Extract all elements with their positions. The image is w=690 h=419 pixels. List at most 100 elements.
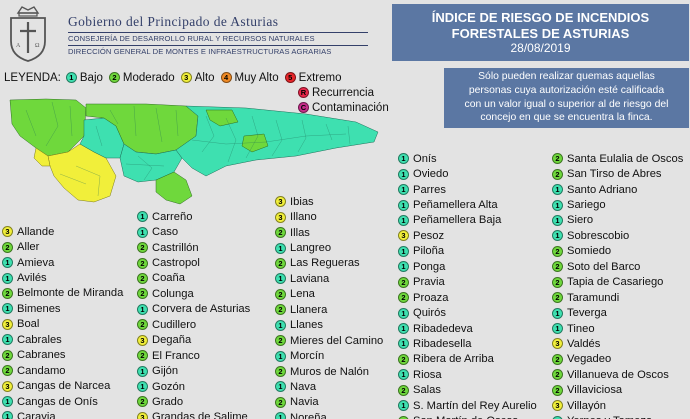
risk-level-dot-icon: 2 (398, 292, 409, 304)
risk-level-dot-icon: 1 (552, 199, 563, 211)
legend-item-label: Muy Alto (234, 71, 279, 84)
municipality-row: 2 Castropol (137, 255, 250, 270)
risk-level-dot-icon: 1 (137, 381, 148, 393)
risk-level-dot-icon: 2 (275, 257, 286, 269)
municipality-name: Avilés (17, 272, 47, 285)
municipality-row: 2 Candamo (2, 363, 123, 378)
legend-row-contamination: C Contaminación (4, 100, 389, 115)
risk-level-dot-icon: 1 (398, 245, 409, 257)
municipality-name: San Martín de Oscos (413, 415, 518, 419)
municipality-row: 1 Caravia (2, 409, 123, 419)
municipality-name: Piloña (413, 245, 445, 258)
municipality-row: 1 Oviedo (398, 166, 537, 181)
municipality-row: 3 Illano (275, 209, 383, 224)
municipality-row: 1 Morcín (275, 348, 383, 363)
municipality-row: 3 Valdés (552, 336, 683, 351)
risk-level-dot-icon: 3 (552, 400, 563, 412)
municipality-row: 3 Villayón (552, 398, 683, 413)
municipality-row: 1 Tineo (552, 321, 683, 336)
municipality-row: 1 S. Martín del Rey Aurelio (398, 398, 537, 413)
municipality-row: 2 Castrillón (137, 240, 250, 255)
level-2-dot-icon: 2 (108, 72, 120, 83)
municipality-row: 1 Cabrales (2, 332, 123, 347)
risk-level-dot-icon: 2 (552, 168, 563, 180)
municipality-name: Ribadedeva (413, 322, 473, 335)
municipality-name: Belmonte de Miranda (17, 287, 124, 300)
municipality-row: 3 Ibias (275, 194, 383, 209)
municipality-name: Laviana (290, 272, 330, 285)
municipality-row: 2 Muros de Nalón (275, 364, 383, 379)
municipality-row: 2 Somiedo (552, 244, 683, 259)
risk-level-dot-icon: 2 (275, 288, 286, 300)
risk-level-dot-icon: 1 (2, 272, 13, 284)
municipality-row: 2 Llanera (275, 302, 383, 317)
municipality-row: 2 Grado (137, 394, 250, 409)
risk-level-dot-icon: 1 (398, 153, 409, 165)
risk-level-dot-icon: 1 (398, 214, 409, 226)
municipality-name: Mieres del Camino (290, 334, 384, 347)
legend-item-extreme: 5 Extremo (284, 72, 341, 84)
municipality-name: Grandas de Salime (152, 411, 248, 419)
risk-level-dot-icon: 1 (398, 307, 409, 319)
risk-level-dot-icon: 2 (398, 415, 409, 419)
legend-item-label: Bajo (79, 71, 103, 84)
municipality-name: Parres (413, 183, 446, 196)
municipality-name: Santo Adriano (567, 183, 638, 196)
risk-level-dot-icon: 1 (398, 168, 409, 180)
municipality-name: Villanueva de Oscos (567, 368, 669, 381)
level-5-dot-icon: 5 (284, 72, 296, 83)
risk-level-dot-icon: 2 (552, 245, 563, 257)
risk-level-dot-icon: 2 (552, 369, 563, 381)
municipality-name: Salas (413, 384, 441, 397)
municipality-name: Cudillero (152, 318, 197, 331)
municipality-name: Vegadeo (567, 353, 612, 366)
municipality-name: Taramundi (567, 291, 620, 304)
municipality-column: 3 Allande 2 Aller 1 Amieva 1 Avilés 2 Belmonte de… (2, 224, 123, 419)
risk-level-dot-icon: 2 (2, 365, 13, 377)
risk-level-dot-icon: 2 (552, 276, 563, 288)
risk-level-dot-icon: 1 (398, 261, 409, 273)
municipality-name: Sobrescobio (567, 229, 630, 242)
risk-level-dot-icon: 2 (2, 287, 13, 299)
risk-level-dot-icon: 2 (398, 276, 409, 288)
municipality-name: Ibias (290, 195, 314, 208)
risk-level-dot-icon: 3 (275, 196, 286, 208)
municipality-name: Ribera de Arriba (413, 353, 494, 366)
municipality-name: Illas (290, 226, 310, 239)
municipality-name: Corvera de Asturias (152, 303, 251, 316)
risk-level-dot-icon: 2 (275, 304, 286, 316)
municipality-name: Bimenes (17, 302, 61, 315)
municipality-row: 2 Lena (275, 287, 383, 302)
risk-level-dot-icon: 3 (552, 338, 563, 350)
municipality-name: Santa Eulalia de Oscos (567, 152, 684, 165)
municipality-row: 2 El Franco (137, 348, 250, 363)
municipality-row: 2 Proaza (398, 290, 537, 305)
risk-level-dot-icon: 1 (137, 365, 148, 377)
municipality-name: Villayón (567, 399, 606, 412)
municipality-name: Llanes (290, 319, 323, 332)
municipality-name: Proaza (413, 291, 449, 304)
municipality-name: Allande (17, 225, 55, 238)
municipality-name: Cabrales (17, 333, 62, 346)
municipality-row: 1 Riosa (398, 367, 537, 382)
organization-direction: DIRECCIÓN GENERAL DE MONTES E INFRAESTRU… (68, 47, 332, 56)
municipality-name: Quirós (413, 307, 446, 320)
municipality-name: Cangas de Onís (17, 395, 98, 408)
municipality-name: Oviedo (413, 168, 449, 181)
municipality-row: 1 Laviana (275, 271, 383, 286)
municipality-name: Villaviciosa (567, 384, 623, 397)
organization-block: Gobierno del Principado de Asturias CONS… (68, 14, 368, 58)
municipality-row: 1 Bimenes (2, 301, 123, 316)
legend-row-recurrence: R Recurrencia (4, 85, 389, 100)
legend-item-label: Alto (194, 71, 215, 84)
risk-level-dot-icon: 1 (552, 214, 563, 226)
legend-item-low: 1 Bajo (65, 71, 103, 84)
municipality-column: 1 Carreño 1 Caso 2 Castrillón 2 Castropol 2 Coaña… (137, 209, 250, 419)
municipality-row: 3 Degaña (137, 333, 250, 348)
legend-item-label: Recurrencia (312, 86, 374, 99)
legend-item-moderate: 2 Moderado (108, 72, 175, 84)
municipality-name: Valdés (567, 337, 601, 350)
risk-level-dot-icon: 2 (552, 261, 563, 273)
municipality-name: Las Regueras (290, 257, 360, 270)
risk-level-dot-icon: 3 (2, 380, 13, 392)
